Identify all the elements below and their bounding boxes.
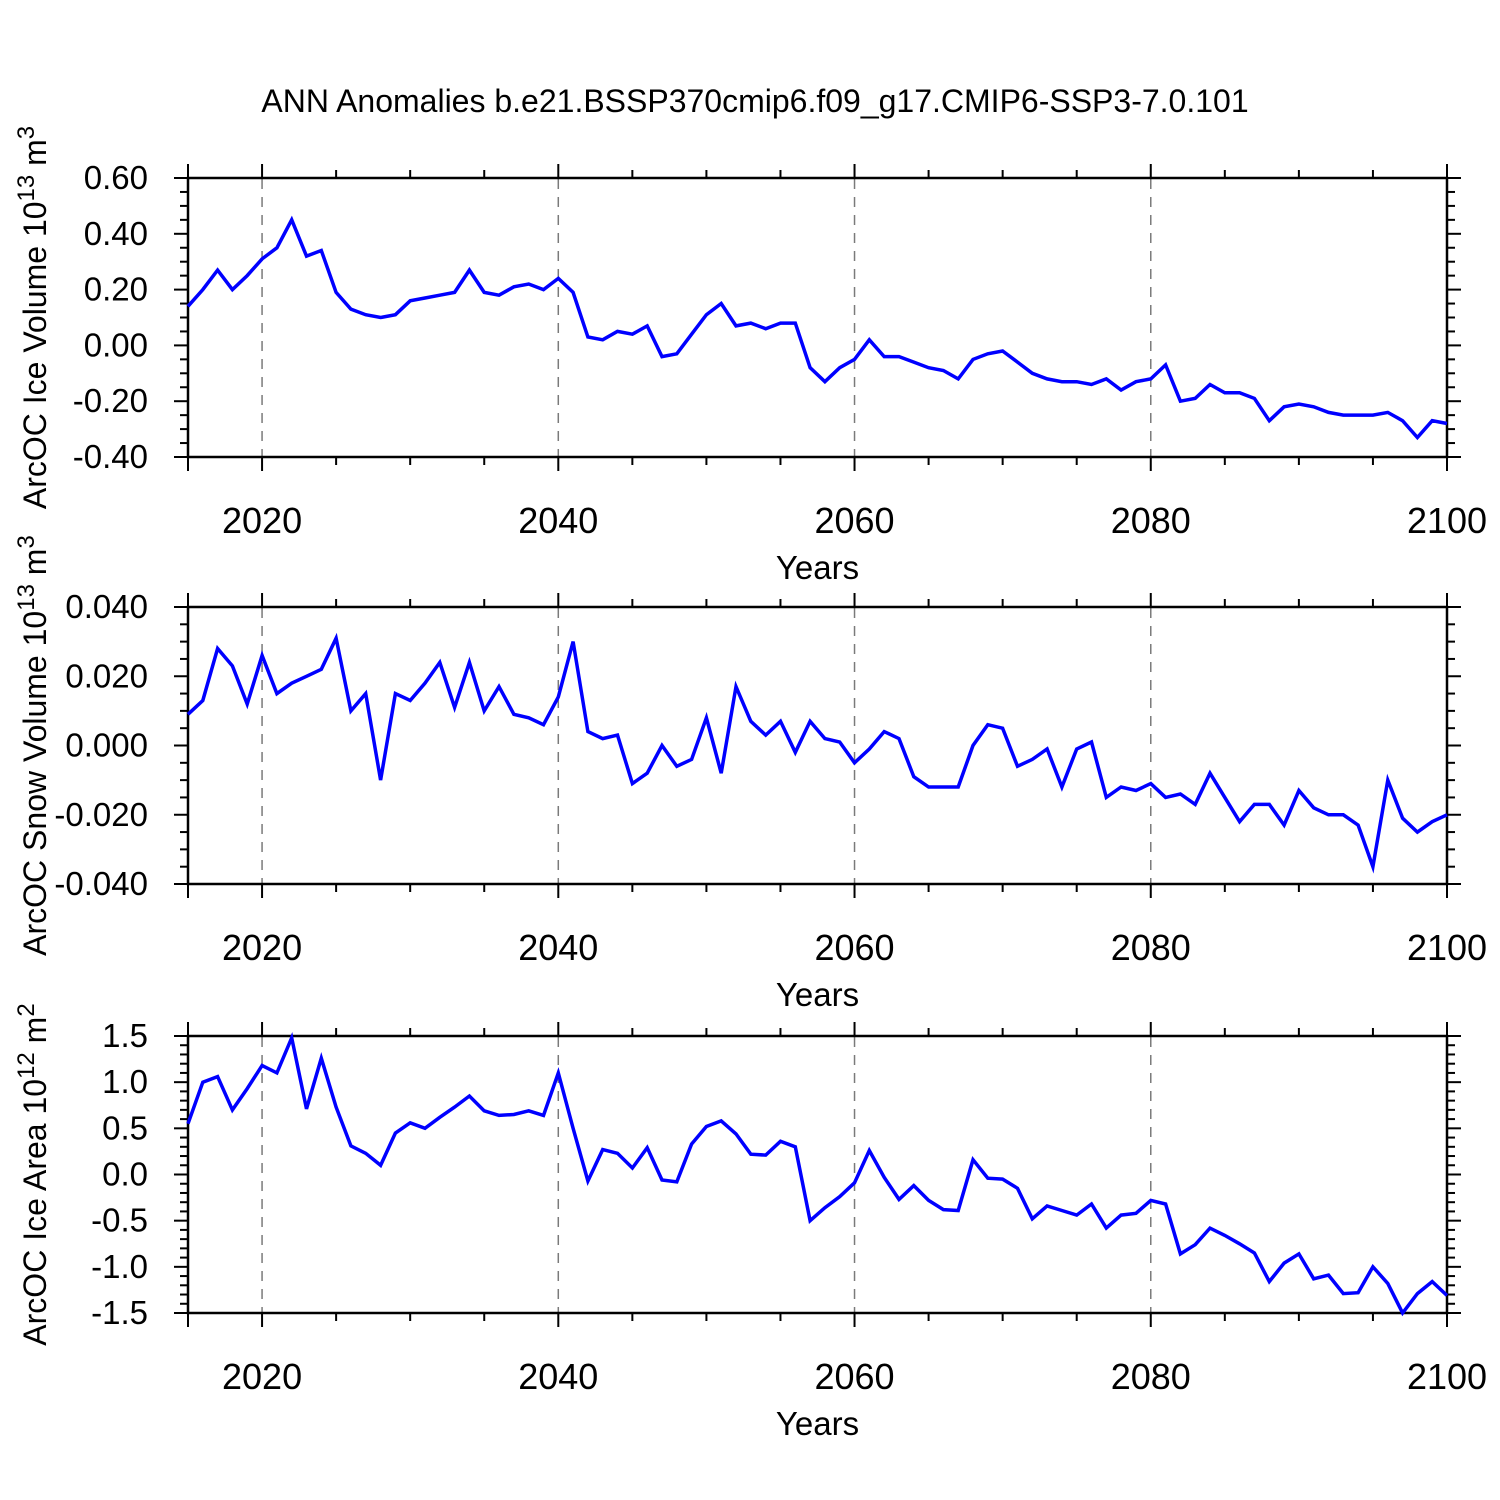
x-axis-title: Years	[776, 976, 859, 1013]
panel-ice-area: -1.5 -1.0 -0.5 0.0 0.5 1.0 1.5 2020 2040 2060 2080…	[13, 1003, 1487, 1442]
x-tick-label: 2060	[814, 927, 894, 968]
x-tick-label: 2080	[1111, 500, 1191, 541]
x-tick-label: 2100	[1407, 500, 1487, 541]
x-tick-label: 2100	[1407, 927, 1487, 968]
x-tick-label: 2040	[518, 500, 598, 541]
tick-marks	[174, 593, 1461, 898]
panel-snow-volume: -0.040 -0.020 0.000 0.020 0.040 2020 2040 2060 2…	[13, 535, 1487, 1013]
y-tick-label: 0.60	[84, 159, 148, 196]
x-tick-label: 2020	[222, 1356, 302, 1397]
y-tick-label: 0.40	[84, 215, 148, 252]
x-tick-label: 2020	[222, 500, 302, 541]
y-tick-label: 0.20	[84, 271, 148, 308]
y-tick-label: 1.5	[102, 1017, 148, 1054]
y-tick-label: 0.00	[84, 326, 148, 363]
data-line-snow-volume	[186, 632, 1448, 874]
data-line-ice-area	[186, 1031, 1449, 1317]
y-tick-label: -0.040	[54, 865, 148, 902]
x-tick-label: 2080	[1111, 927, 1191, 968]
x-tick-label: 2080	[1111, 1356, 1191, 1397]
x-tick-label: 2020	[222, 927, 302, 968]
data-line-ice-volume	[186, 215, 1448, 441]
y-tick-label: -0.020	[54, 796, 148, 833]
y-tick-label: 0.040	[65, 588, 148, 625]
y-tick-label: 0.020	[65, 657, 148, 694]
y-tick-label: -0.40	[73, 438, 148, 475]
y-axis-title: ArcOC Ice Area 1012 m2	[13, 1003, 53, 1345]
y-tick-label: 0.5	[102, 1109, 148, 1146]
x-tick-label: 2040	[518, 1356, 598, 1397]
x-axis-title: Years	[776, 1405, 859, 1442]
y-tick-label: -0.5	[91, 1202, 148, 1239]
y-tick-label: 0.0	[102, 1156, 148, 1193]
y-tick-label: -1.0	[91, 1248, 148, 1285]
chart-title: ANN Anomalies b.e21.BSSP370cmip6.f09_g17…	[261, 83, 1248, 119]
tick-marks	[174, 1022, 1461, 1327]
x-tick-label: 2060	[814, 500, 894, 541]
panel-ice-volume: -0.40 -0.20 0.00 0.20 0.40 0.60 2020 2040 2060 20…	[13, 126, 1487, 586]
tick-marks	[174, 164, 1461, 471]
x-tick-label: 2040	[518, 927, 598, 968]
y-tick-label: 0.000	[65, 727, 148, 764]
y-tick-label: 1.0	[102, 1063, 148, 1100]
y-tick-label: -0.20	[73, 382, 148, 419]
x-tick-label: 2100	[1407, 1356, 1487, 1397]
x-axis-title: Years	[776, 549, 859, 586]
x-tick-label: 2060	[814, 1356, 894, 1397]
y-axis-title: ArcOC Snow Volume 1013 m3	[13, 535, 53, 956]
y-tick-label: -1.5	[91, 1294, 148, 1331]
y-axis-title: ArcOC Ice Volume 1013 m3	[13, 126, 53, 509]
